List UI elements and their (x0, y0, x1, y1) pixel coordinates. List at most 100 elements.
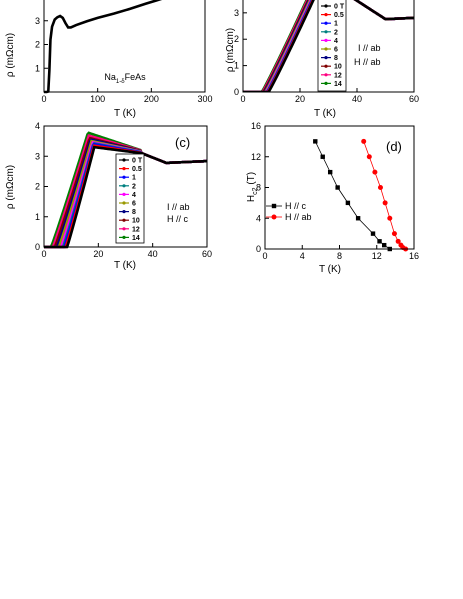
panel-c-curves (44, 131, 208, 249)
panel-a-ytick-label: 3 (35, 16, 40, 26)
panel-b-ytick-label: 3 (234, 8, 239, 18)
panel-c-legend-label: 0.5 (132, 166, 142, 173)
panel-b-legend-marker (324, 38, 328, 43)
panel-c-legend-label: 10 (132, 218, 140, 225)
panel-b-legend-label: 8 (334, 55, 338, 62)
panel-c-legend-label: 6 (132, 201, 136, 208)
panel-b-legend-label: 0.5 (334, 12, 344, 19)
panel-b-xtick-label: 0 (240, 94, 245, 104)
panel-b-xtick-label: 60 (409, 94, 419, 104)
panel-b-legend-label: 2 (334, 29, 338, 36)
panel-a-ylabel: ρ (mΩcm) (5, 33, 16, 77)
panel-b-legend-marker (324, 81, 328, 85)
panel-d-legend-marker (271, 203, 277, 209)
panel-c-legend-marker (122, 158, 126, 162)
panel-b-legend-label: 4 (334, 38, 338, 45)
panel-c-legend-marker (122, 184, 126, 188)
panel-b-ylabel: ρ (mΩcm) (225, 28, 236, 72)
panel-b-ytick-label: 0 (234, 87, 239, 97)
panel-b-xlabel: T (K) (314, 108, 336, 119)
panel-b-legend-marker (324, 30, 328, 34)
panel-d-point-hab (377, 185, 383, 190)
panel-d-ytick-label: 4 (256, 213, 261, 223)
panel-d-xtick-label: 16 (409, 251, 419, 261)
panel-a-xtick-label: 100 (90, 94, 105, 104)
panel-a-curves (44, 0, 163, 94)
panel-d: 0 4 8 12 16 0 4 8 12 16 (d) H // cH // ab T (K) H… (246, 121, 419, 275)
panel-c-xlabel: T (K) (114, 260, 136, 271)
panel-d-point-hc (335, 185, 340, 190)
panel-d-axes: 0 4 8 12 16 0 4 8 12 16 (251, 121, 419, 261)
panel-a-ytick-label: 1 (35, 63, 40, 73)
panel-c-note-field: H // c (167, 214, 189, 224)
panel-d-series-line (314, 141, 391, 250)
panel-d-ytick-label: 0 (256, 244, 261, 254)
panel-b-xtick-label: 20 (295, 94, 305, 104)
panel-c-label: (c) (175, 135, 190, 150)
panel-b-frame (242, 0, 415, 93)
panel-c-xtick-label: 20 (93, 249, 103, 259)
panel-d-point-hc (382, 242, 387, 248)
panel-a-ytick-label: 2 (35, 40, 40, 50)
panel-c-xtick-label: 0 (41, 249, 46, 259)
panel-d-point-hc (320, 154, 325, 159)
panel-d-xtick-label: 12 (372, 251, 382, 261)
panel-d-legend: H // cH // ab (266, 201, 312, 222)
panel-b-legend-label: 10 (334, 64, 342, 71)
panel-c-legend-label: 0 T (132, 158, 143, 165)
panel-c-xtick-label: 40 (148, 249, 158, 259)
panel-b-legend-marker (324, 13, 328, 17)
panel-d-legend-label: H // c (285, 201, 307, 211)
panel-a-annotation: Na1-δFeAs (104, 72, 146, 85)
panel-d-legend-label: H // ab (285, 212, 312, 222)
panel-d-point-hc (370, 231, 376, 236)
panel-b-legend-marker (324, 47, 328, 51)
panel-c-legend-label: 8 (132, 209, 136, 216)
panel-c-legend-marker (122, 210, 126, 214)
panel-d-point-hc (355, 216, 361, 221)
panel-a-axes: 0 100 200 300 3 2 1 (35, 0, 213, 104)
panel-d-xtick-label: 8 (337, 251, 342, 261)
panel-d-point-hab (366, 154, 372, 160)
panel-b-ytick-label: 1 (234, 61, 239, 71)
panel-b-legend-marker (324, 73, 328, 77)
panel-b-legend-marker (324, 4, 328, 8)
panel-d-ytick-label: 12 (251, 152, 261, 162)
panel-d-point-hab (361, 138, 367, 144)
panel-c-legend-marker (122, 175, 126, 179)
panel-b-legend-label: 0 T (334, 4, 345, 11)
panel-d-point-hc (313, 139, 318, 144)
panel-c-legend-label: 1 (132, 175, 136, 182)
panel-c-legend-marker (122, 235, 126, 239)
panel-d-label: (d) (386, 139, 402, 154)
panel-b-legend-marker (324, 56, 328, 60)
panel-d-xlabel: T (K) (319, 264, 341, 275)
panel-d-ylabel: Hc2 (T) (246, 172, 259, 202)
panel-b-legend-label: 12 (334, 72, 342, 79)
panel-a-xlabel: T (K) (114, 108, 136, 119)
panel-b-xtick-label: 40 (352, 94, 362, 104)
panel-a-xtick-label: 0 (41, 94, 46, 104)
panel-b-legend-label: 6 (334, 47, 338, 54)
panel-d-point-hc (377, 239, 382, 244)
panel-c-legend-label: 2 (132, 183, 136, 190)
panel-d-point-hab (395, 238, 401, 244)
panel-c-ylabel: ρ (mΩcm) (5, 165, 16, 209)
panel-c-ytick-label: 4 (35, 121, 40, 131)
panel-c-note-current: I // ab (167, 202, 190, 212)
panel-d-point-hab (372, 169, 378, 175)
panel-b-curves (243, 0, 414, 92)
panel-b-series-line (243, 0, 414, 92)
panel-c-legend-label: 12 (132, 226, 140, 233)
panel-c-ytick-label: 1 (35, 212, 40, 222)
panel-c-xtick-label: 60 (202, 249, 212, 259)
panel-c-legend-marker (122, 201, 126, 205)
panel-c-legend-marker (122, 227, 126, 231)
panel-b-note-current: I // ab (358, 43, 381, 53)
